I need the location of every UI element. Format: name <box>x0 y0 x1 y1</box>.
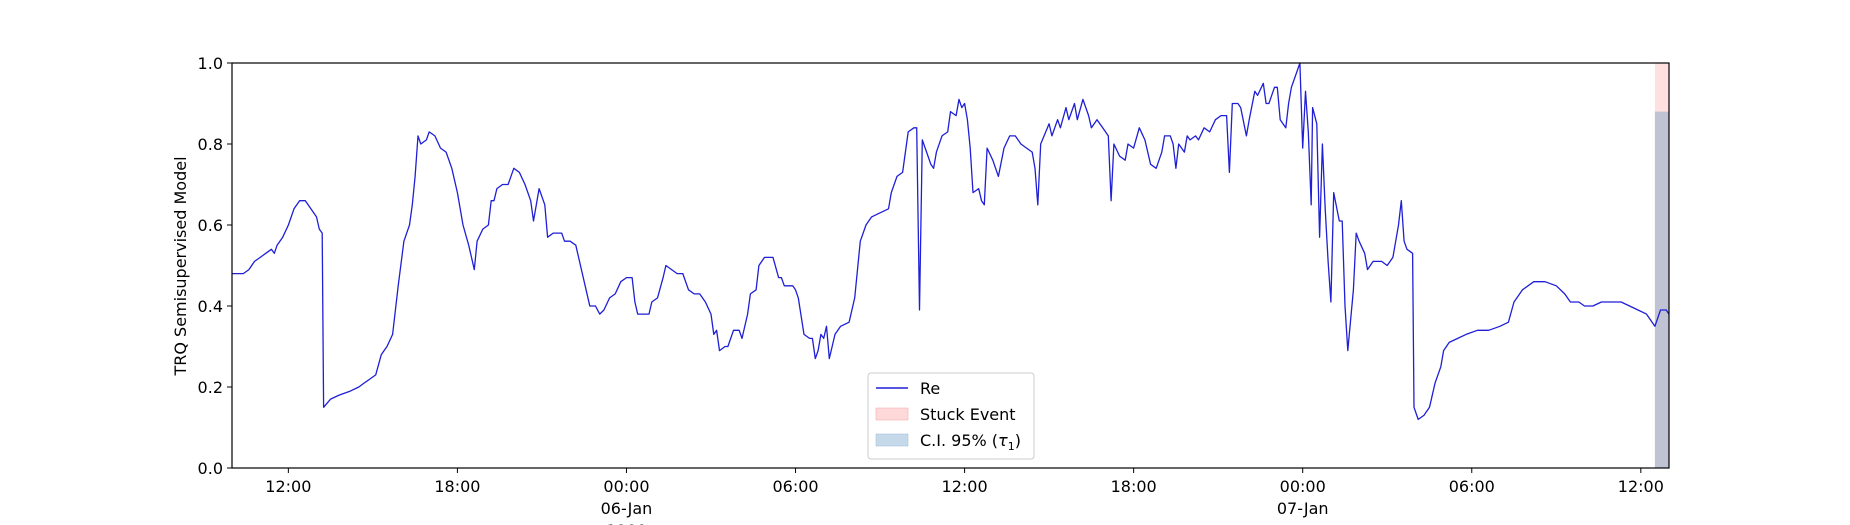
band-confidence-interval <box>1654 111 1669 468</box>
x-axis-ticks: 12:00 18:00 00:00 06-Jan 1900 06:00 12:00 18:00… <box>265 468 1664 525</box>
y-axis-label: TRQ Semisupervised Model <box>171 156 190 376</box>
x-tick-label: 00:00 <box>603 477 649 496</box>
x-tick-label: 18:00 <box>434 477 480 496</box>
y-tick-label: 0.4 <box>198 297 223 316</box>
legend-label: Stuck Event <box>920 405 1016 424</box>
y-tick-label: 1.0 <box>198 54 223 73</box>
series-lines <box>232 62 1670 421</box>
x-tick-label: 12:00 <box>942 477 988 496</box>
legend: Re Stuck Event C.I. 95% (τ1) <box>867 372 1035 460</box>
x-tick-label: 18:00 <box>1111 477 1157 496</box>
y-tick-label: 0.6 <box>198 216 223 235</box>
legend-swatch-confidence-interval <box>875 433 909 447</box>
legend-box <box>867 372 1035 460</box>
shaded-bands <box>1654 63 1669 468</box>
x-tick-label: 06-Jan <box>601 499 653 518</box>
legend-label: Re <box>920 379 940 398</box>
series-line-re <box>232 62 1670 421</box>
x-tick-label: 1900 <box>606 521 647 525</box>
y-axis-ticks: 0.0 0.2 0.4 0.6 0.8 1.0 <box>198 54 232 478</box>
x-tick-label: 12:00 <box>1618 477 1664 496</box>
x-tick-label: 12:00 <box>265 477 311 496</box>
x-tick-label: 07-Jan <box>1277 499 1329 518</box>
x-tick-label: 06:00 <box>1449 477 1495 496</box>
legend-label: C.I. 95% (τ1) <box>920 431 1021 453</box>
plot-area-frame <box>231 62 1670 469</box>
y-tick-label: 0.2 <box>198 378 223 397</box>
legend-swatch-stuck-event <box>875 407 909 421</box>
x-tick-label: 06:00 <box>772 477 818 496</box>
x-tick-label: 00:00 <box>1280 477 1326 496</box>
y-tick-label: 0.8 <box>198 135 223 154</box>
y-tick-label: 0.0 <box>198 459 223 478</box>
